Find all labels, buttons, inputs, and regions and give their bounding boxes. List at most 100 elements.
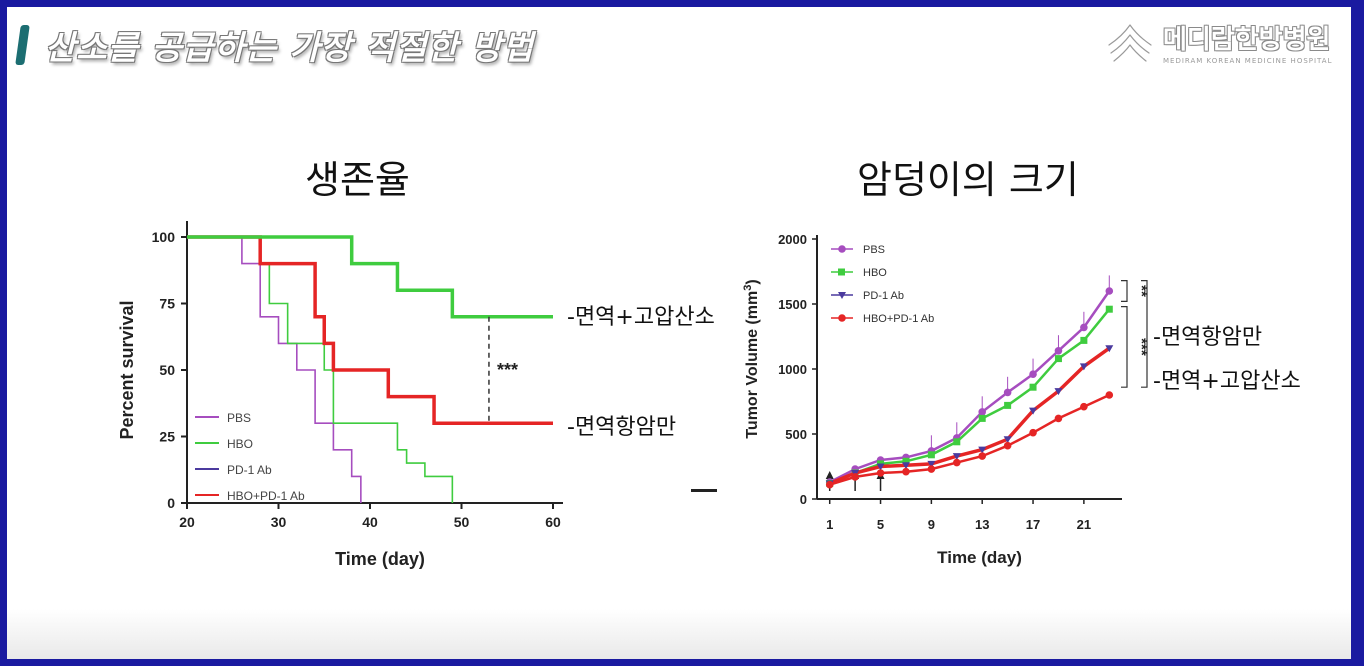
x-tick-label: 60 xyxy=(545,514,561,530)
slide-title: 산소를 공급하는 가장 적절한 방법 xyxy=(45,28,534,67)
y-tick-label: 0 xyxy=(167,495,175,511)
data-point xyxy=(978,408,987,416)
logo-subtext: MEDIRAM KOREAN MEDICINE HOSPITAL xyxy=(1163,57,1333,65)
significance-bracket xyxy=(1121,280,1128,302)
x-tick-label: 20 xyxy=(179,514,195,530)
data-point xyxy=(953,438,961,446)
x-tick-label: 1 xyxy=(826,517,833,532)
survival-chart: 0 25 50 75 100 20 30 40 50 60 Time (day) Percent su… xyxy=(117,221,563,569)
significance-label: *** xyxy=(1133,338,1150,356)
legend-marker xyxy=(838,292,846,299)
data-point xyxy=(902,457,910,465)
y-axis-label: Tumor Volume (mm3) xyxy=(742,279,761,438)
data-point xyxy=(1079,363,1088,371)
y-tick-label: 500 xyxy=(785,427,807,442)
logo-mark-icon xyxy=(1107,23,1153,63)
data-point xyxy=(1029,407,1038,415)
x-axis-label: Time (day) xyxy=(937,548,1022,567)
data-point xyxy=(1054,388,1063,396)
data-point xyxy=(1029,370,1037,378)
bottom-gradient xyxy=(7,609,1351,659)
legend-label: HBO+PD-1 Ab xyxy=(227,489,305,503)
header-accent-bar xyxy=(15,25,30,65)
series-line-pbs xyxy=(187,236,362,503)
data-point xyxy=(952,453,961,461)
data-point xyxy=(1004,401,1012,409)
data-point xyxy=(1029,383,1037,391)
data-point xyxy=(851,473,859,481)
data-point xyxy=(1003,388,1012,397)
data-point xyxy=(1054,414,1063,423)
hospital-logo: 메디람한방병원 MEDIRAM KOREAN MEDICINE HOSPITAL xyxy=(1105,19,1345,69)
data-point xyxy=(1105,345,1114,353)
data-point xyxy=(1054,347,1063,355)
legend-label: PD-1 Ab xyxy=(227,463,272,477)
data-point xyxy=(1054,355,1062,363)
data-point xyxy=(1105,391,1114,399)
data-point xyxy=(927,465,936,473)
x-tick-label: 40 xyxy=(362,514,378,530)
tumor-chart-heading: 암덩이의 크기 xyxy=(857,158,1079,202)
data-point xyxy=(1105,305,1113,313)
y-tick-label: 1500 xyxy=(778,297,807,312)
data-point xyxy=(1003,436,1012,444)
data-point xyxy=(1080,402,1088,411)
data-point xyxy=(1080,336,1088,344)
survival-chart-heading: 생존율 xyxy=(305,158,410,202)
legend-label: HBO+PD-1 Ab xyxy=(863,313,934,325)
y-tick-label: 100 xyxy=(152,229,176,245)
data-point xyxy=(1029,428,1037,437)
annotation-immune-plus-hbo: -면역+고압산소 xyxy=(567,305,715,330)
significance-bracket xyxy=(1121,306,1128,388)
legend-label: HBO xyxy=(227,437,253,451)
y-tick-label: 25 xyxy=(159,429,175,445)
dash-mark xyxy=(691,489,717,492)
annotation-immune-only-right: -면역항암만 xyxy=(1153,325,1263,350)
x-tick-label: 30 xyxy=(271,514,287,530)
legend-label: HBO xyxy=(863,267,887,279)
y-tick-label: 75 xyxy=(159,296,175,312)
data-point xyxy=(825,480,834,489)
data-point xyxy=(927,460,936,468)
data-point xyxy=(978,452,987,460)
y-tick-label: 50 xyxy=(159,362,175,378)
treatment-arrowhead-icon xyxy=(825,471,834,479)
tumor-volume-chart: 0 500 1000 1500 2000 1 5 9 13 17 21 Time (day) Tumor… xyxy=(742,232,1157,567)
x-tick-label: 5 xyxy=(877,517,884,532)
data-point xyxy=(927,451,935,459)
y-tick-label: 0 xyxy=(800,492,807,507)
series-line-pd-1-ab xyxy=(829,346,1111,486)
series-line-hbo-upper- xyxy=(187,235,553,319)
x-tick-label: 17 xyxy=(1026,517,1040,532)
significance-label: *** xyxy=(1153,325,1157,343)
x-tick-label: 50 xyxy=(454,514,470,530)
data-point xyxy=(1003,441,1012,450)
data-point xyxy=(1105,287,1114,295)
significance-label: *** xyxy=(497,360,518,380)
data-point xyxy=(1080,323,1088,332)
legend-marker xyxy=(838,245,846,253)
legend-label: PBS xyxy=(227,411,251,425)
annotation-immune-plus-hbo-right: -면역+고압산소 xyxy=(1153,369,1301,394)
slide: 산소를 공급하는 가장 적절한 방법 메디람한방병원 MEDIRAM KOREA… xyxy=(7,7,1351,659)
y-axis-label: Percent survival xyxy=(117,300,137,439)
data-point xyxy=(902,467,910,476)
series-line-hbo-pd-1-ab xyxy=(187,235,553,425)
y-tick-label: 1000 xyxy=(778,362,807,377)
significance-label: ** xyxy=(1133,285,1150,297)
data-point xyxy=(978,446,987,454)
legend-label: PD-1 Ab xyxy=(863,290,904,302)
data-point xyxy=(952,458,961,467)
logo-text: 메디람한방병원 xyxy=(1163,25,1331,55)
x-tick-label: 9 xyxy=(928,517,935,532)
legend-marker xyxy=(838,268,845,276)
series-line-pbs xyxy=(829,290,1111,484)
annotation-immune-only: -면역항암만 xyxy=(567,415,677,440)
x-tick-label: 13 xyxy=(975,517,989,532)
series-line-hbo xyxy=(829,308,1111,485)
x-axis-label: Time (day) xyxy=(335,549,425,569)
significance-bracket xyxy=(1141,280,1148,388)
x-tick-label: 21 xyxy=(1077,517,1091,532)
data-point xyxy=(876,469,885,477)
data-point xyxy=(978,414,986,422)
